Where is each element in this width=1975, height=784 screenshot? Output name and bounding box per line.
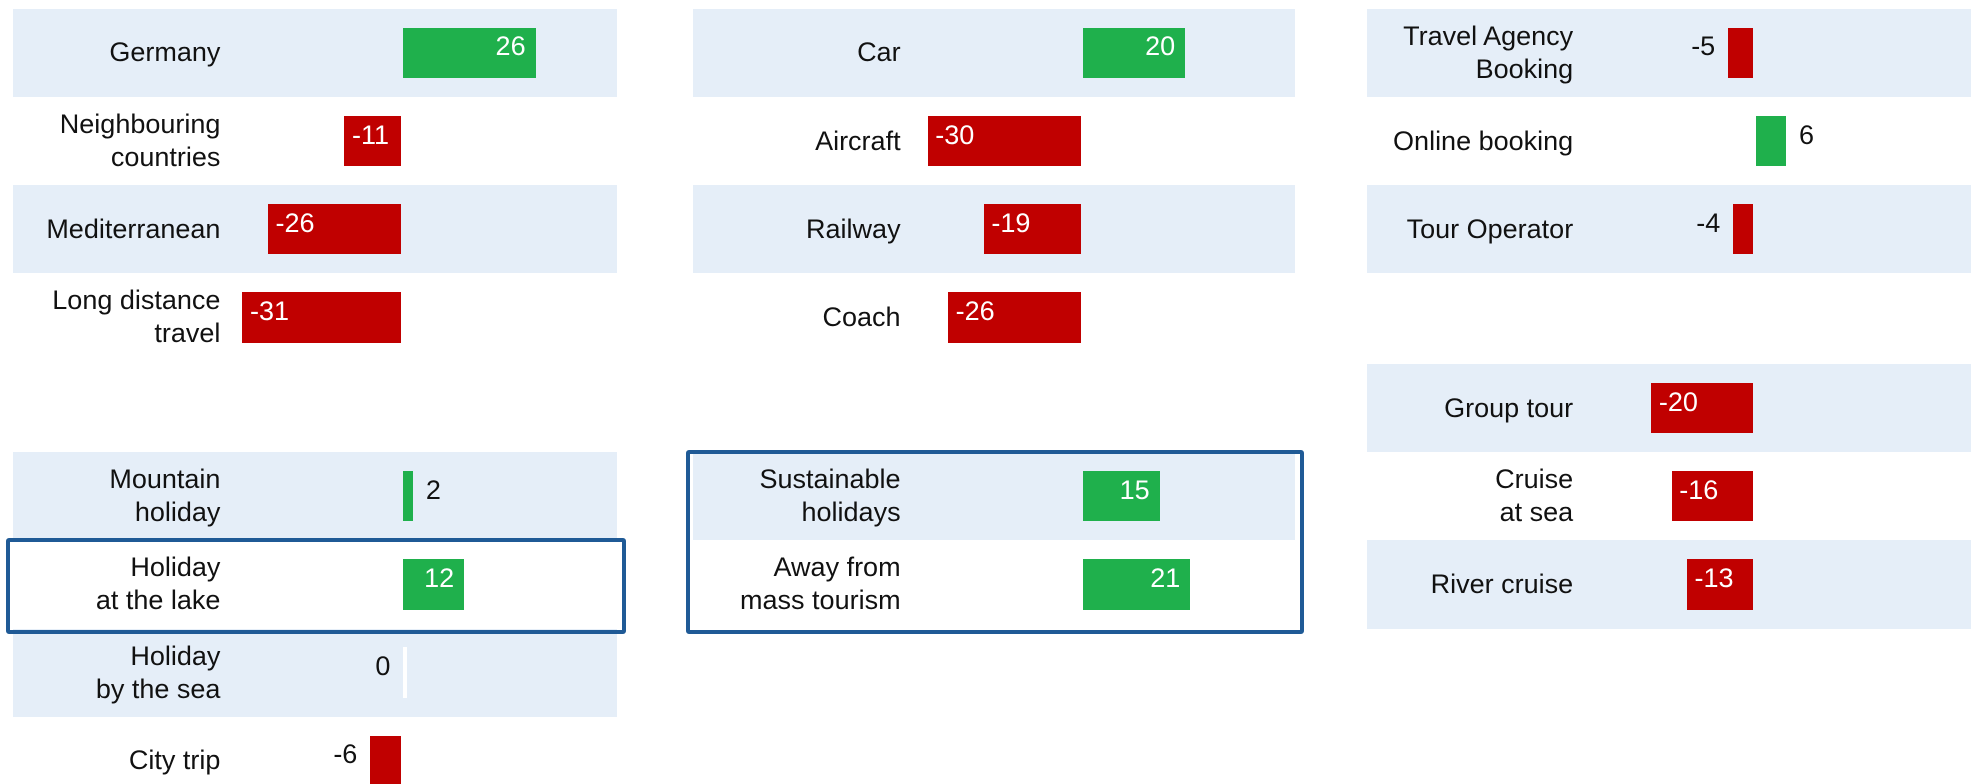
- category-label: River cruise: [1430, 568, 1574, 599]
- row-band: [692, 540, 1295, 629]
- bar: [369, 735, 401, 784]
- category-label: City trip: [128, 745, 221, 776]
- value-label: 15: [1119, 474, 1150, 505]
- bar: [242, 292, 401, 343]
- category-label: Online booking: [1393, 125, 1574, 156]
- value-label: 26: [495, 31, 526, 62]
- row-band: [1366, 185, 1972, 274]
- value-label: -30: [935, 119, 975, 150]
- value-label: -13: [1694, 562, 1734, 593]
- value-label: -20: [1658, 386, 1698, 417]
- category-label: Neighbouring countries: [59, 109, 221, 173]
- bar: [1755, 115, 1787, 167]
- category-label: Cruise at sea: [1495, 464, 1574, 528]
- category-label: Holiday at the lake: [95, 552, 221, 616]
- row-band: [12, 452, 618, 541]
- bar: [403, 27, 536, 79]
- bar: [1083, 471, 1160, 522]
- bar: [403, 647, 407, 698]
- row-band: [1366, 8, 1972, 97]
- highlight-box: [6, 537, 626, 634]
- row-band: [1366, 96, 1972, 186]
- bar: [1083, 27, 1186, 79]
- bar: [1732, 204, 1754, 255]
- value-label: -26: [955, 295, 995, 326]
- bar: [267, 204, 401, 255]
- category-label: Coach: [822, 301, 901, 332]
- category-label: Aircraft: [815, 125, 901, 156]
- bar: [1687, 559, 1754, 610]
- bar: [1083, 559, 1191, 610]
- value-label: -5: [1691, 31, 1716, 62]
- bar: [983, 204, 1081, 255]
- bar: [1727, 27, 1754, 79]
- value-label: 21: [1150, 562, 1181, 593]
- bar: [403, 471, 414, 522]
- row-band: [12, 540, 618, 629]
- value-label: 20: [1145, 31, 1176, 62]
- value-label: -19: [991, 207, 1031, 238]
- value-label: -16: [1679, 474, 1719, 505]
- value-label: 12: [424, 562, 455, 593]
- row-band: [1366, 540, 1972, 629]
- category-label: Travel Agency Booking: [1403, 20, 1574, 84]
- row-band: [692, 452, 1295, 541]
- value-label: 2: [425, 474, 441, 505]
- category-label: Tour Operator: [1406, 213, 1574, 244]
- category-label: Railway: [806, 213, 901, 244]
- category-label: Group tour: [1444, 392, 1574, 423]
- value-label: -31: [249, 295, 289, 326]
- highlight-box: [686, 449, 1304, 634]
- category-label: Long distance travel: [52, 285, 221, 349]
- row-band: [692, 8, 1295, 97]
- bar: [927, 115, 1081, 167]
- row-band: [1366, 452, 1972, 541]
- category-label: Mountain holiday: [109, 464, 221, 528]
- category-label: Away from mass tourism: [740, 552, 901, 616]
- category-label: Sustainable holidays: [759, 464, 901, 528]
- bar: [1671, 471, 1754, 522]
- bar: [344, 115, 401, 167]
- value-label: -26: [275, 207, 315, 238]
- category-label: Holiday by the sea: [95, 640, 221, 704]
- row-band: [12, 716, 618, 784]
- bar: [1651, 382, 1754, 434]
- value-label: -11: [351, 119, 390, 150]
- row-band: [12, 96, 618, 186]
- value-label: 6: [1799, 119, 1815, 150]
- category-label: Germany: [109, 37, 221, 68]
- bar: [403, 559, 465, 610]
- value-label: -6: [333, 739, 358, 770]
- category-label: Car: [857, 37, 901, 68]
- category-label: Mediterranean: [46, 213, 221, 244]
- value-label: 0: [375, 651, 391, 682]
- bar: [948, 292, 1081, 343]
- row-band: [12, 628, 618, 717]
- value-label: -4: [1696, 207, 1721, 238]
